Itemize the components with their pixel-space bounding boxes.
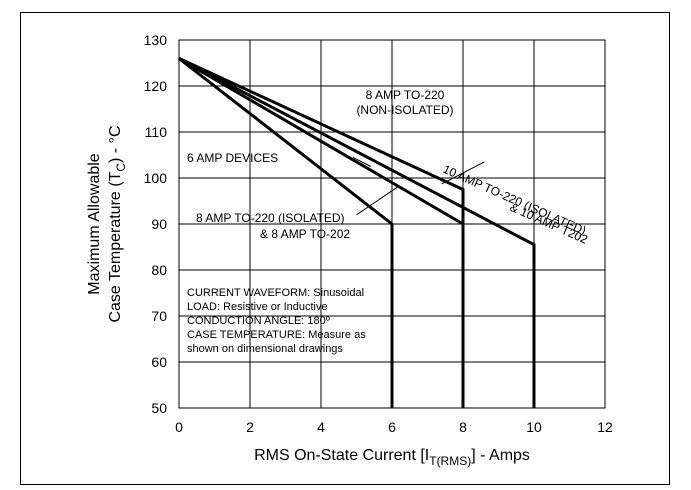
x-axis-title-main: RMS On-State Current [I: [254, 447, 429, 464]
x-tick-label: 10: [526, 419, 542, 435]
note-line-1: CURRENT WAVEFORM: Sinusoidal: [187, 287, 364, 299]
y-tick-label: 70: [151, 308, 167, 324]
y-axis-title-line2-tail: ) - °C: [107, 125, 124, 163]
leader-lines: [292, 147, 485, 216]
x-tick-label: 12: [597, 419, 613, 435]
y-axis-title-line2-sub: C: [114, 163, 128, 172]
series-lines: [178, 57, 536, 408]
leader-line-2: [356, 186, 398, 216]
note-line-5: shown on dimensional drawings: [187, 343, 343, 355]
y-tick-label: 120: [144, 78, 168, 94]
x-tick-label: 0: [175, 419, 183, 435]
y-axis-title-line1: Maximum Allowable: [86, 153, 103, 294]
series-line-0: [178, 57, 394, 408]
x-tick-label: 8: [459, 419, 467, 435]
plot-area-border: [178, 39, 606, 409]
y-axis-title-line2: Case Temperature (TC) - °C: [107, 125, 128, 322]
label-8amp-nonisolated-2: (NON-ISOLATED): [356, 103, 453, 117]
x-tick-label: 6: [388, 419, 396, 435]
leader-line-3: [441, 161, 485, 185]
note-line-2: LOAD: Resistive or Inductive: [187, 301, 328, 313]
leader-line-1: [292, 147, 311, 161]
label-8amp-nonisolated-1: 8 AMP TO-220: [366, 88, 445, 102]
tick-labels: 50 60 70 80 90 100 110 120 130 0 2 4 6 8 10 12: [144, 32, 613, 435]
y-axis-title-line2-main: Case Temperature (T: [107, 171, 124, 322]
leader-line-0: [352, 156, 371, 167]
x-axis-title: RMS On-State Current [IT(RMS)] - Amps: [254, 447, 530, 468]
series-line-3: [178, 57, 536, 408]
y-tick-label: 90: [151, 216, 167, 232]
x-tick-label: 2: [246, 419, 254, 435]
series-line-2: [178, 57, 465, 408]
y-tick-label: 50: [151, 400, 167, 416]
note-line-4: CASE TEMPERATURE: Measure as: [187, 329, 366, 341]
label-8amp-isolated-2: & 8 AMP TO-202: [260, 227, 350, 241]
label-8amp-isolated-1: 8 AMP TO-220 (ISOLATED): [196, 211, 345, 225]
y-tick-label: 100: [144, 170, 168, 186]
y-tick-label: 60: [151, 354, 167, 370]
label-6amp-devices: 6 AMP DEVICES: [187, 151, 278, 165]
x-tick-label: 4: [317, 419, 325, 435]
y-tick-label: 130: [144, 32, 168, 48]
x-axis-title-tail: ] - Amps: [471, 447, 530, 464]
y-tick-label: 110: [145, 124, 168, 140]
note-line-3: CONDUCTION ANGLE: 180º: [187, 315, 330, 327]
y-tick-label: 80: [151, 262, 167, 278]
x-axis-title-sub: T(RMS): [429, 454, 471, 468]
